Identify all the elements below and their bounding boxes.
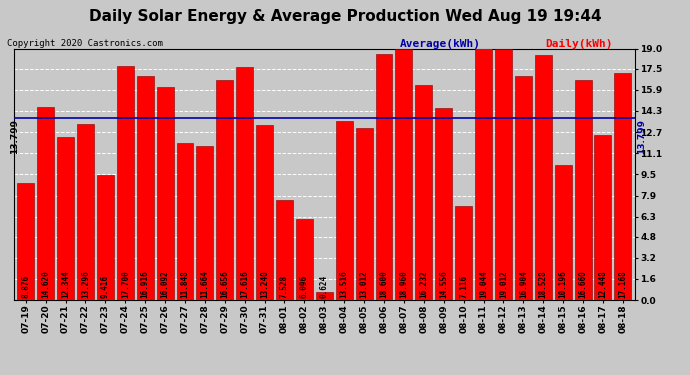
Bar xyxy=(355,128,373,300)
Bar xyxy=(535,55,552,300)
Text: 19.044: 19.044 xyxy=(479,270,488,298)
Text: 16.916: 16.916 xyxy=(141,270,150,298)
Text: 16.660: 16.660 xyxy=(578,270,588,298)
Bar xyxy=(555,165,571,300)
Bar xyxy=(97,176,114,300)
Text: 16.904: 16.904 xyxy=(519,270,528,298)
Bar xyxy=(575,80,591,300)
Text: 12.344: 12.344 xyxy=(61,270,70,298)
Text: 6.096: 6.096 xyxy=(300,275,309,298)
Text: 19.012: 19.012 xyxy=(499,270,508,298)
Text: 16.656: 16.656 xyxy=(220,270,229,298)
Text: 17.168: 17.168 xyxy=(618,270,627,298)
Text: 13.799: 13.799 xyxy=(637,119,646,154)
Bar xyxy=(57,137,74,300)
Text: 14.620: 14.620 xyxy=(41,270,50,298)
Text: 7.528: 7.528 xyxy=(280,275,289,298)
Text: 11.848: 11.848 xyxy=(181,270,190,298)
Text: Daily(kWh): Daily(kWh) xyxy=(545,39,613,50)
Text: 12.448: 12.448 xyxy=(598,270,607,298)
Text: 14.556: 14.556 xyxy=(440,270,449,298)
Bar xyxy=(375,54,393,300)
Text: 13.240: 13.240 xyxy=(260,270,269,298)
Text: 13.296: 13.296 xyxy=(81,270,90,298)
Bar xyxy=(256,125,273,300)
Text: 17.616: 17.616 xyxy=(240,270,249,298)
Text: 13.516: 13.516 xyxy=(339,270,348,298)
Bar xyxy=(296,219,313,300)
Bar xyxy=(495,49,512,300)
Bar xyxy=(455,206,472,300)
Bar xyxy=(117,66,134,300)
Bar xyxy=(415,86,432,300)
Bar xyxy=(17,183,34,300)
Bar xyxy=(435,108,452,300)
Bar xyxy=(217,80,233,300)
Text: 16.092: 16.092 xyxy=(161,270,170,298)
Bar xyxy=(614,73,631,300)
Text: 9.416: 9.416 xyxy=(101,275,110,298)
Text: 7.116: 7.116 xyxy=(459,275,468,298)
Bar xyxy=(197,146,213,300)
Text: Average(kWh): Average(kWh) xyxy=(400,39,481,50)
Bar xyxy=(37,106,54,300)
Bar xyxy=(336,121,353,300)
Bar xyxy=(515,76,532,300)
Text: 10.196: 10.196 xyxy=(559,270,568,298)
Text: 13.799: 13.799 xyxy=(10,119,19,154)
Text: 11.664: 11.664 xyxy=(200,270,209,298)
Text: 16.232: 16.232 xyxy=(420,270,428,298)
Bar xyxy=(316,292,333,300)
Bar xyxy=(177,143,193,300)
Bar xyxy=(395,49,413,300)
Text: 18.528: 18.528 xyxy=(539,270,548,298)
Text: 13.012: 13.012 xyxy=(359,270,368,298)
Text: 8.876: 8.876 xyxy=(21,275,30,298)
Bar xyxy=(475,48,492,300)
Text: Copyright 2020 Castronics.com: Copyright 2020 Castronics.com xyxy=(7,39,163,48)
Text: 17.700: 17.700 xyxy=(121,270,130,298)
Text: 18.600: 18.600 xyxy=(380,270,388,298)
Bar xyxy=(157,87,173,300)
Bar xyxy=(77,124,94,300)
Text: 0.624: 0.624 xyxy=(319,275,329,298)
Bar xyxy=(236,67,253,300)
Text: 18.960: 18.960 xyxy=(400,270,408,298)
Bar xyxy=(595,135,611,300)
Bar xyxy=(137,76,154,300)
Text: Daily Solar Energy & Average Production Wed Aug 19 19:44: Daily Solar Energy & Average Production … xyxy=(89,9,601,24)
Bar xyxy=(276,201,293,300)
